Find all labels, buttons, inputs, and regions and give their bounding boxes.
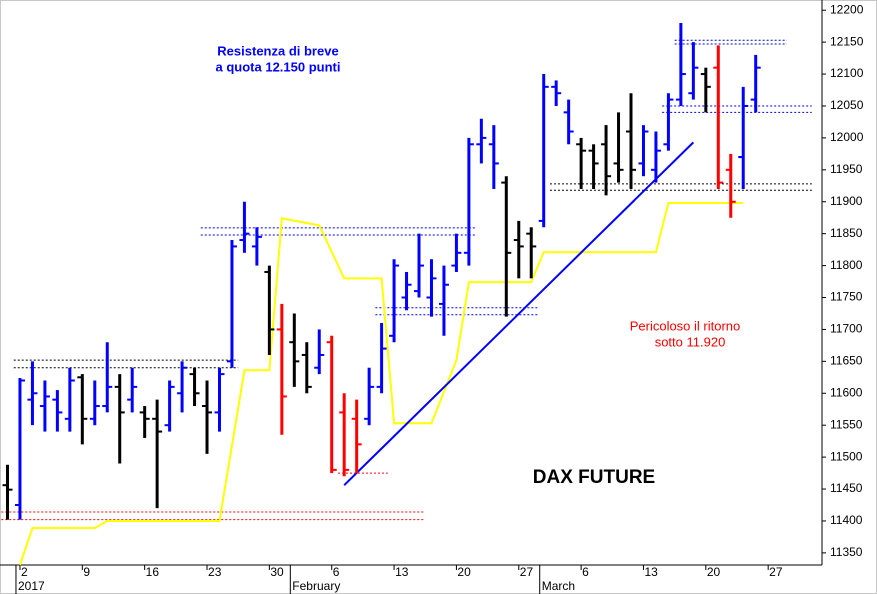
y-tick-label: 11900 xyxy=(830,194,863,208)
x-tick-label: 13 xyxy=(395,565,409,579)
x-tick-label: 6 xyxy=(333,565,340,579)
y-tick-label: 11700 xyxy=(830,322,863,336)
y-tick-label: 12100 xyxy=(830,66,864,80)
month-label: March xyxy=(542,579,575,593)
line xyxy=(343,141,695,486)
x-tick-label: 16 xyxy=(146,565,160,579)
y-tick-label: 11650 xyxy=(830,354,863,368)
y-tick-label: 11450 xyxy=(830,481,863,495)
x-tick-label: 20 xyxy=(707,565,721,579)
line xyxy=(19,202,744,566)
y-tick-label: 11950 xyxy=(830,162,863,176)
annotation: Resistenza di breve xyxy=(217,43,338,58)
y-tick-label: 12050 xyxy=(830,98,864,112)
x-tick-label: 30 xyxy=(270,565,284,579)
x-tick-label: 2 xyxy=(21,565,28,579)
y-tick-label: 11750 xyxy=(830,290,863,304)
x-tick-label: 27 xyxy=(769,565,783,579)
y-tick-label: 12200 xyxy=(830,2,864,16)
y-tick-label: 11850 xyxy=(830,226,863,240)
annotation: DAX FUTURE xyxy=(533,467,655,488)
y-tick-label: 11400 xyxy=(830,513,863,527)
x-tick-label: 20 xyxy=(457,565,471,579)
x-tick-label: 9 xyxy=(83,565,90,579)
annotation: Pericoloso il ritorno xyxy=(630,318,741,333)
y-tick-label: 11550 xyxy=(830,417,863,431)
month-label: 2017 xyxy=(18,579,45,593)
y-tick-label: 11500 xyxy=(830,449,863,463)
month-label: February xyxy=(292,579,340,593)
x-tick-label: 13 xyxy=(644,565,658,579)
annotation: a quota 12.150 punti xyxy=(216,59,341,74)
y-tick-label: 12150 xyxy=(830,34,864,48)
y-tick-label: 11600 xyxy=(830,385,863,399)
x-tick-label: 23 xyxy=(208,565,222,579)
annotation: sotto 11.920 xyxy=(655,334,726,349)
x-tick-label: 6 xyxy=(582,565,589,579)
y-tick-label: 12000 xyxy=(830,130,864,144)
y-tick-label: 11350 xyxy=(830,545,863,559)
x-tick-label: 27 xyxy=(520,565,534,579)
y-tick-label: 11800 xyxy=(830,258,863,272)
